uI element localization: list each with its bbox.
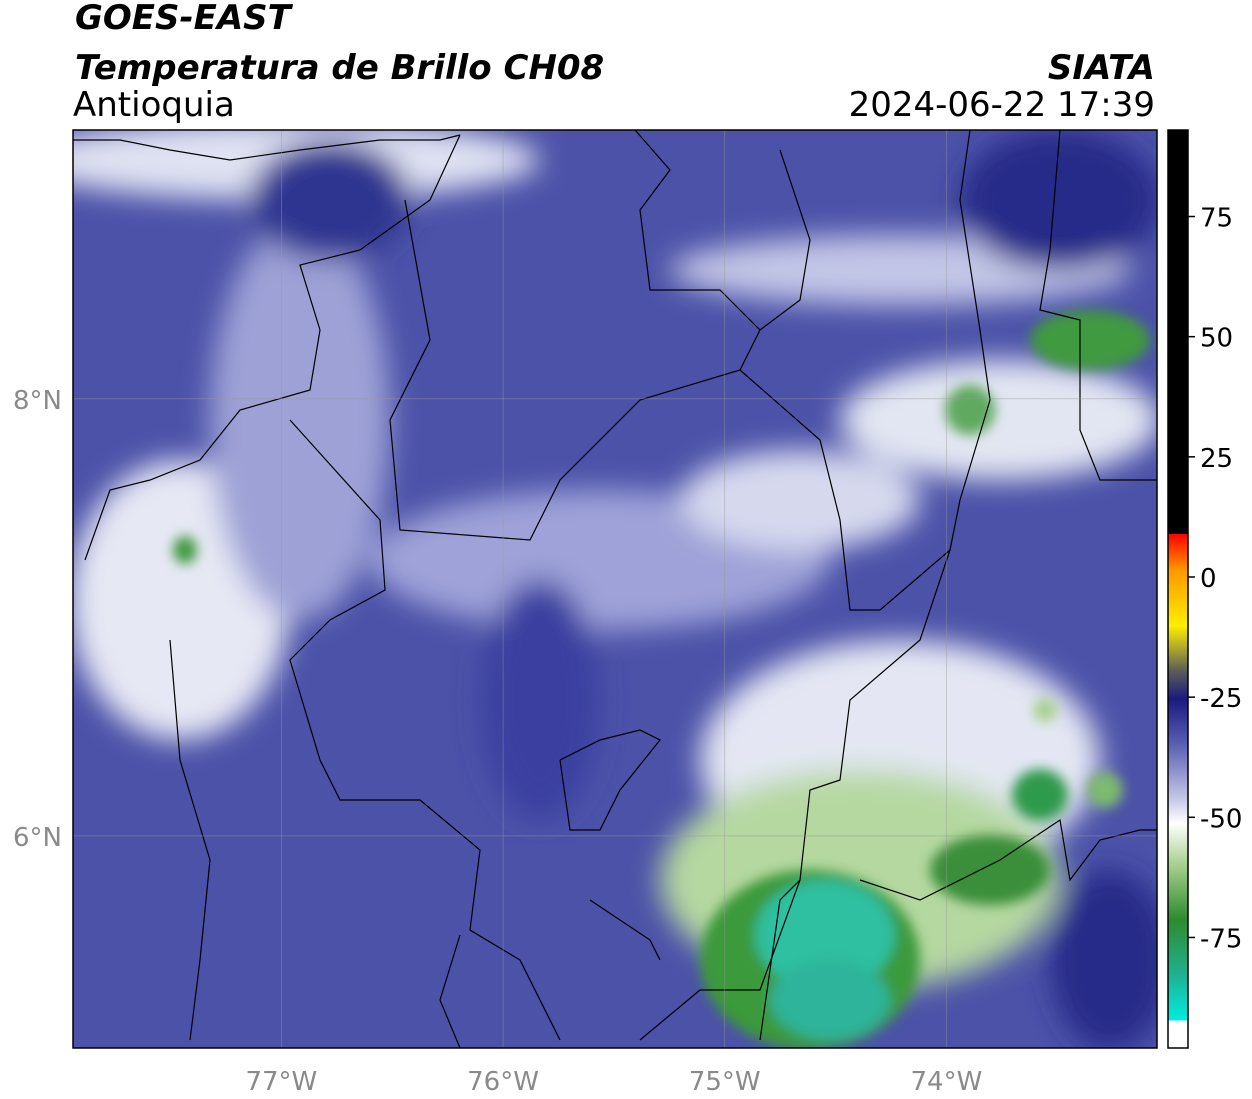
colorbar-tick-label: 75 — [1200, 204, 1233, 234]
y-tick-label: 8°N — [13, 386, 62, 416]
satellite-image — [73, 130, 1157, 1048]
subtitle: Temperatura de Brillo CH08 — [75, 48, 604, 88]
colorbar-tick-label: 0 — [1200, 564, 1217, 594]
graticule — [73, 130, 1157, 1048]
source: SIATA — [1048, 48, 1155, 88]
x-tick-label: 76°W — [467, 1067, 539, 1097]
colorbar-tick-label: -25 — [1200, 684, 1242, 714]
x-tick-label: 77°W — [245, 1067, 317, 1097]
colorbar-tick-label: 25 — [1200, 444, 1233, 474]
x-tick-label: 74°W — [911, 1067, 983, 1097]
x-tick-label: 75°W — [689, 1067, 761, 1097]
colorbar-tick-label: -50 — [1200, 804, 1242, 834]
colorbar-tick-label: -75 — [1200, 924, 1242, 954]
region: Antioquia — [73, 85, 235, 125]
title: GOES-EAST — [75, 0, 294, 38]
y-tick-label: 6°N — [13, 823, 62, 853]
colorbar — [1167, 129, 1189, 1049]
colorbar-tick-label: 50 — [1200, 324, 1233, 354]
map-frame — [72, 129, 1158, 1049]
datetime: 2024-06-22 17:39 — [849, 85, 1155, 125]
